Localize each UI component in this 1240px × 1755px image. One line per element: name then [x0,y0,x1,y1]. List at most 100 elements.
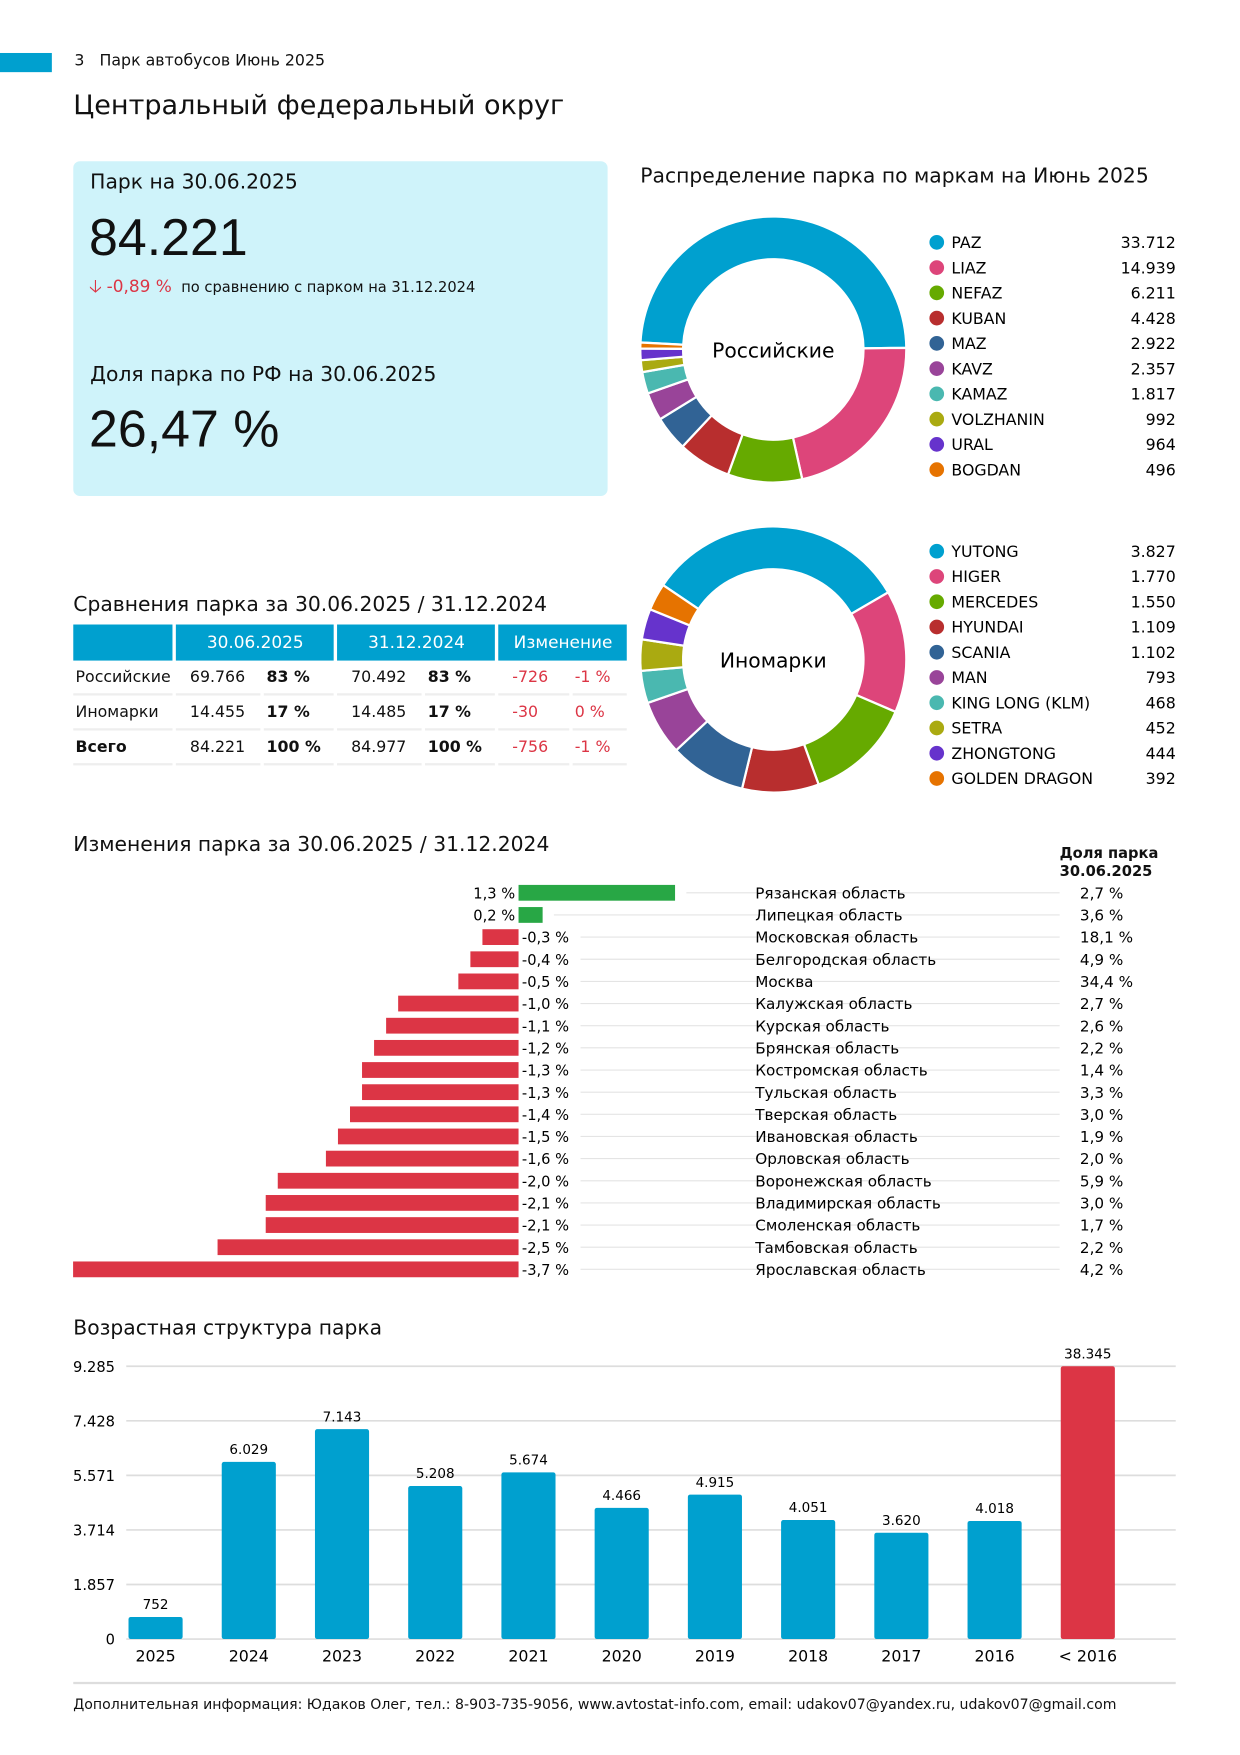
change-label: -2,1 % [522,1218,569,1235]
legend-value: 1.109 [1131,618,1176,637]
cell: 100 % [425,730,496,766]
table-row: Российские 69.766 83 % 70.492 83 % -726 … [73,661,628,696]
cell: 17 % [264,696,335,731]
change-bar [518,884,676,901]
bar-value-label: 7.143 [323,1409,362,1425]
share-value: 26,47 % [89,399,280,458]
region-name: Тверская область [754,1106,897,1124]
change-bar [265,1217,519,1233]
footer-contact: Дополнительная информация: Юдаков Олег, … [73,1695,1117,1713]
report-title: Парк автобусов Июнь 2025 [99,51,326,70]
age-bar [874,1532,929,1640]
legend-dot [929,285,945,301]
region-name: Орловская область [755,1150,909,1168]
legend-label: KAMAZ [951,385,1007,404]
legend-label: VOLZHANIN [951,410,1044,429]
page-marker [0,52,52,73]
legend-dot [929,745,945,761]
region-share: 5,9 % [1080,1172,1123,1190]
page-title: Центральный федеральный округ [73,89,565,121]
region-name: Липецкая область [755,907,902,925]
x-tick-label: < 2016 [1059,1647,1117,1666]
region-share: 4,2 % [1080,1261,1123,1279]
bar-value-label: 4.915 [696,1475,735,1491]
legend-dot [929,569,945,584]
x-tick-label: 2016 [975,1647,1015,1666]
change-bar [73,1261,519,1278]
bar-value-label: 4.051 [789,1500,828,1516]
donut-center-label: Российские [712,338,834,362]
legend-dot [929,462,945,477]
change-label: -1,3 % [522,1063,569,1080]
change-bar [337,1128,519,1145]
region-name: Рязанская область [755,884,905,902]
region-share: 2,7 % [1080,995,1123,1013]
legend-label: SETRA [951,719,1002,738]
cell: 14.485 [337,696,423,731]
legend-value: 793 [1146,668,1176,687]
legend-dot [929,644,945,660]
legend-label: KING LONG (KLM) [951,693,1090,712]
change-label: -1,6 % [522,1151,569,1168]
legend-label: PAZ [951,233,981,252]
share-header-line: 30.06.2025 [1059,863,1153,881]
arrow-down-icon: 🡣 [89,275,103,297]
cell: 84.977 [337,730,423,766]
change-bar [458,973,519,990]
changes-title: Изменения парка за 30.06.2025 / 31.12.20… [73,833,550,857]
legend-value: 4.428 [1131,309,1176,328]
legend-label: MAZ [951,334,986,353]
change-label: -2,1 % [522,1196,569,1213]
cell: 100 % [264,730,335,766]
legend-label: KAVZ [951,359,993,378]
legend-dot [929,260,945,275]
share-header: Доля парка 30.06.2025 [1060,845,1159,881]
cell: 84.221 [176,730,261,766]
cell: 83 % [264,661,335,696]
change-bar [349,1106,519,1123]
change-label: -2,0 % [522,1173,569,1190]
change-label: -0,3 % [522,930,569,947]
comparison-table: 30.06.2025 31.12.2024 Изменение Российск… [70,624,631,766]
x-tick-label: 2024 [229,1647,269,1666]
change-label: -1,5 % [522,1129,569,1146]
region-name: Тамбовская область [754,1239,917,1257]
legend-value: 992 [1146,410,1176,429]
header-cell: 31.12.2024 [337,624,496,661]
change-label: -1,1 % [522,1018,569,1035]
age-bar [501,1472,556,1640]
legend-dot [929,670,945,685]
bar-value-label: 5.674 [509,1452,548,1468]
age-bar [314,1429,370,1640]
x-tick-label: 2018 [788,1647,828,1666]
region-name: Тульская область [754,1084,897,1102]
region-name: Москва [755,973,813,991]
change-bar [374,1039,519,1056]
y-tick-label: 9.285 [73,1359,115,1376]
age-bar [128,1616,183,1640]
region-name: Смоленская область [755,1217,920,1235]
legend-label: MAN [951,668,987,687]
age-title: Возрастная структура парка [73,1316,383,1341]
legend-label: LIAZ [951,258,986,277]
legend-dot [929,361,945,376]
change-bar [362,1062,519,1078]
legend-label: BOGDAN [951,460,1021,479]
legend-dot [929,695,945,711]
donut-slice [849,590,908,714]
legend-dot [929,411,945,427]
change-label: -1,0 % [522,996,569,1013]
region-name: Костромская область [755,1062,927,1080]
cell: 17 % [425,696,496,731]
region-name: Брянская область [755,1039,899,1057]
legend-value: 2.357 [1131,359,1176,378]
change-bar [217,1239,519,1256]
y-tick-label: 3.714 [73,1523,115,1540]
legend-value: 3.827 [1131,542,1176,561]
legend-dot [929,437,945,452]
bar-value-label: 5.208 [416,1466,455,1482]
bar-value-label: 4.466 [602,1488,641,1504]
legend-value: 1.817 [1131,385,1176,404]
region-share: 3,3 % [1080,1084,1123,1102]
share-label: Доля парка по РФ на 30.06.2025 [90,362,437,387]
